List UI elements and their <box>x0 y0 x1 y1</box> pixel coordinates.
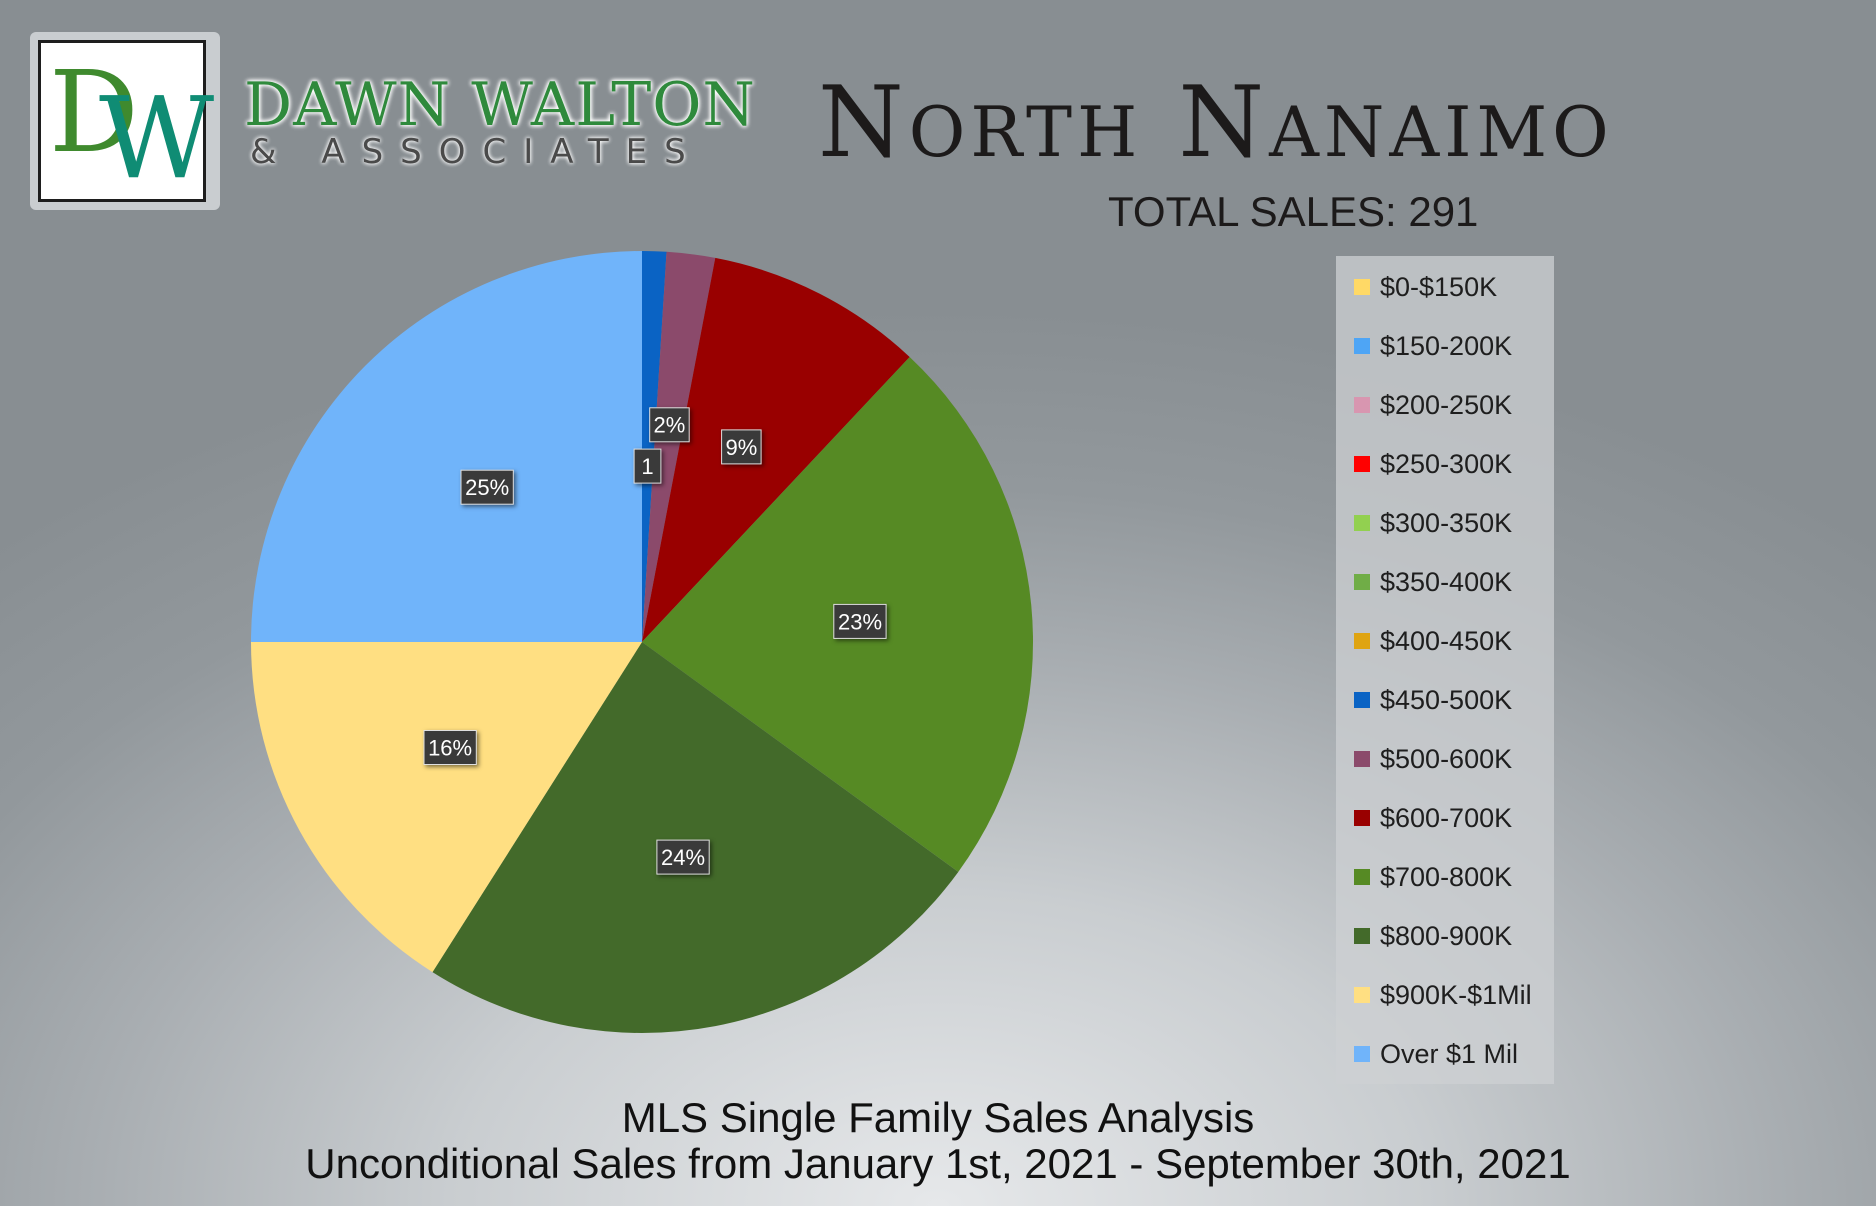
legend-label: $500-600K <box>1380 743 1513 774</box>
legend-item-700-800k: $700-800K <box>1354 862 1512 892</box>
legend-swatch <box>1354 338 1370 354</box>
legend-label: $150-200K <box>1380 330 1513 361</box>
data-label-700-800k: 23% <box>833 603 887 639</box>
pie-slice-900k-1mil <box>250 642 642 973</box>
pie-slices <box>250 251 1034 1033</box>
legend-item-400-450k: $400-450K <box>1354 626 1512 656</box>
legend-item-150-200k: $150-200K <box>1354 331 1512 361</box>
svg-text:1: 1 <box>641 454 653 479</box>
legend-label: $350-400K <box>1380 566 1513 597</box>
data-label-800-900k: 24% <box>656 839 710 875</box>
legend-label: $600-700K <box>1380 802 1513 833</box>
legend-swatch <box>1354 751 1370 767</box>
legend-swatch <box>1354 574 1370 590</box>
logo-letter-w: W <box>99 74 215 204</box>
legend-label: $450-500K <box>1380 684 1513 715</box>
data-label-450-500k: 1 <box>633 448 662 484</box>
legend-swatch <box>1354 279 1370 295</box>
svg-text:23%: 23% <box>838 609 882 634</box>
legend-item-over-1-mil: Over $1 Mil <box>1354 1039 1518 1069</box>
legend-label: $200-250K <box>1380 389 1513 420</box>
legend-swatch <box>1354 810 1370 826</box>
legend-swatch <box>1354 515 1370 531</box>
legend-swatch <box>1354 928 1370 944</box>
svg-text:24%: 24% <box>661 845 705 870</box>
legend-item-900k-1mil: $900K-$1Mil <box>1354 980 1532 1010</box>
brand-name: DAWN WALTON <box>244 70 756 140</box>
svg-text:9%: 9% <box>726 435 758 460</box>
footer-line-2: Unconditional Sales from January 1st, 20… <box>305 1140 1571 1187</box>
legend-swatch <box>1354 633 1370 649</box>
pie-slice-600-700k <box>642 257 910 642</box>
pie-slice-500-600k <box>642 251 716 642</box>
total-sales: TOTAL SALES: 291 <box>1108 188 1479 235</box>
legend-item-200-250k: $200-250K <box>1354 390 1512 420</box>
legend-label: $900K-$1Mil <box>1380 979 1532 1010</box>
brand-subtitle: & ASSOCIATES <box>250 132 703 172</box>
legend-item-450-500k: $450-500K <box>1354 685 1512 715</box>
legend-item-600-700k: $600-700K <box>1354 803 1512 833</box>
legend-swatch <box>1354 456 1370 472</box>
legend-label: $250-300K <box>1380 448 1513 479</box>
logo-frame: D W <box>38 40 214 202</box>
svg-text:2%: 2% <box>654 413 686 438</box>
data-label-900k-1mil: 16% <box>423 730 477 765</box>
legend-item-350-400k: $350-400K <box>1354 567 1512 597</box>
legend-label: $400-450K <box>1380 625 1513 656</box>
legend-item-500-600k: $500-600K <box>1354 744 1512 774</box>
legend-swatch <box>1354 397 1370 413</box>
legend-swatch <box>1354 987 1370 1003</box>
chart-legend: $0-$150K $150-200K $200-250K $250-300K $300-… <box>1336 256 1554 1084</box>
legend-label: $300-350K <box>1380 507 1513 538</box>
legend-label: $700-800K <box>1380 861 1513 892</box>
data-label-500-600k: 2% <box>649 407 690 443</box>
page-title: North Nanaimo <box>818 66 1614 180</box>
legend-label: $0-$150K <box>1380 271 1498 302</box>
svg-text:25%: 25% <box>465 475 509 500</box>
legend-label: $800-900K <box>1380 920 1513 951</box>
legend-label: Over $1 Mil <box>1380 1038 1519 1069</box>
pie-data-labels: 12% 9% 23% 24% 16% 25% <box>423 407 887 875</box>
legend-swatch <box>1354 1046 1370 1062</box>
legend-item-250-300k: $250-300K <box>1354 449 1512 479</box>
legend-swatch <box>1354 869 1370 885</box>
legend-item-800-900k: $800-900K <box>1354 921 1512 951</box>
pie-slice-800-900k <box>432 642 959 1033</box>
logo: D W <box>30 32 220 210</box>
data-label-600-700k: 9% <box>721 429 762 465</box>
legend-swatch <box>1354 692 1370 708</box>
legend-item-300-350k: $300-350K <box>1354 508 1512 538</box>
svg-text:16%: 16% <box>428 735 472 760</box>
data-label-over-1-mil: 25% <box>460 469 514 505</box>
logo-letter-d: D <box>49 48 139 178</box>
pie-slice-450-500k <box>642 251 667 642</box>
pie-slice-over-1-mil <box>251 251 642 642</box>
footer-line-1: MLS Single Family Sales Analysis <box>621 1094 1255 1141</box>
legend-item-0-150k: $0-$150K <box>1354 272 1497 302</box>
